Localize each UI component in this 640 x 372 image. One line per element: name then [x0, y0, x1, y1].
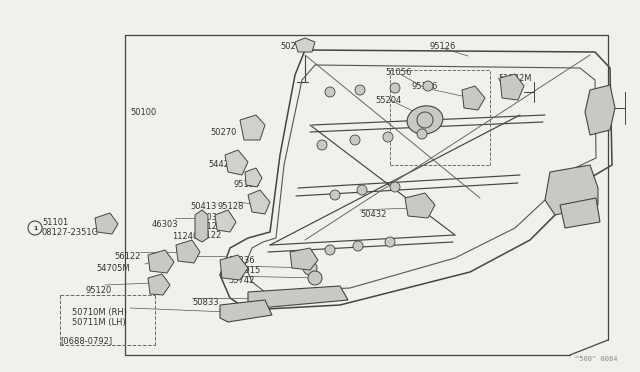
Circle shape [390, 83, 400, 93]
Circle shape [390, 182, 400, 192]
Circle shape [353, 241, 363, 251]
Text: 50833: 50833 [192, 298, 219, 307]
Text: 11336: 11336 [228, 256, 255, 265]
Text: 50710M (RH): 50710M (RH) [72, 308, 127, 317]
Polygon shape [585, 85, 615, 135]
Text: 50201: 50201 [280, 42, 307, 51]
Circle shape [385, 237, 395, 247]
Polygon shape [225, 150, 248, 175]
Text: 95146: 95146 [412, 82, 438, 91]
Polygon shape [148, 274, 170, 295]
Circle shape [303, 261, 317, 275]
Polygon shape [500, 74, 524, 100]
Polygon shape [462, 86, 485, 110]
Text: 50915: 50915 [234, 266, 260, 275]
Circle shape [308, 271, 322, 285]
Text: 95122: 95122 [196, 231, 222, 240]
Text: 54705M: 54705M [96, 264, 130, 273]
Text: 50413: 50413 [190, 202, 216, 211]
Circle shape [325, 87, 335, 97]
Text: 50100: 50100 [130, 108, 156, 117]
Polygon shape [248, 286, 348, 308]
Polygon shape [290, 248, 318, 270]
Text: 95124: 95124 [233, 180, 259, 189]
Polygon shape [245, 168, 262, 187]
Circle shape [317, 140, 327, 150]
Text: 1: 1 [33, 225, 37, 231]
Circle shape [383, 132, 393, 142]
Text: 55204: 55204 [375, 96, 401, 105]
Polygon shape [195, 210, 208, 242]
Text: 95126: 95126 [430, 42, 456, 51]
Text: 50270: 50270 [210, 128, 236, 137]
Polygon shape [295, 38, 315, 52]
Polygon shape [215, 210, 236, 232]
Text: 56122: 56122 [114, 252, 140, 261]
Circle shape [355, 85, 365, 95]
Circle shape [350, 135, 360, 145]
Text: 51101: 51101 [42, 218, 68, 227]
Text: 50126: 50126 [196, 222, 222, 231]
Text: 08127-2351G: 08127-2351G [42, 228, 99, 237]
Text: 51142M: 51142M [498, 74, 531, 83]
Text: 50432: 50432 [360, 210, 387, 219]
Polygon shape [148, 250, 174, 273]
Polygon shape [405, 193, 435, 218]
Polygon shape [240, 115, 265, 140]
Text: 51056: 51056 [385, 68, 412, 77]
Text: 95120: 95120 [86, 286, 112, 295]
Text: 95128: 95128 [217, 202, 243, 211]
Polygon shape [248, 190, 270, 214]
Circle shape [325, 245, 335, 255]
Text: 51033: 51033 [196, 213, 223, 222]
Text: [0688-0792]: [0688-0792] [60, 336, 112, 345]
Polygon shape [545, 165, 598, 215]
Polygon shape [95, 213, 118, 234]
Polygon shape [560, 198, 600, 228]
Text: 46303: 46303 [152, 220, 179, 229]
Text: 54427: 54427 [208, 160, 234, 169]
Circle shape [417, 129, 427, 139]
Text: 50711M (LH): 50711M (LH) [72, 318, 125, 327]
Ellipse shape [407, 106, 443, 134]
Polygon shape [220, 300, 272, 322]
Text: 11240: 11240 [172, 232, 198, 241]
Polygon shape [176, 240, 200, 263]
Circle shape [357, 185, 367, 195]
Polygon shape [220, 255, 248, 280]
Text: ^500^ 0084: ^500^ 0084 [575, 356, 618, 362]
Circle shape [330, 190, 340, 200]
Circle shape [423, 81, 433, 91]
Text: 55742: 55742 [228, 276, 254, 285]
